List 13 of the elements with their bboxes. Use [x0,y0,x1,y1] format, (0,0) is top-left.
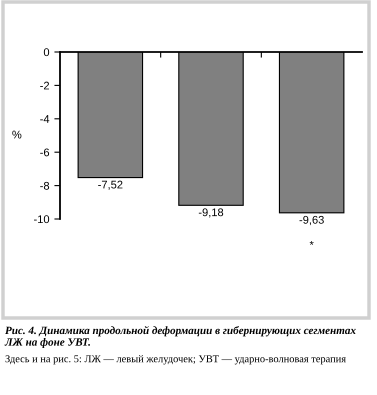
y-tick-label: -2 [40,82,50,90]
y-axis-title: % [12,130,22,138]
text: Здесь и на рис. 5: ЛЖ — левый желудочек; УВТ — ударно-волновая терапия [5,355,346,364]
y-tick-label: -10 [34,215,50,224]
annotation: * [310,241,314,245]
y-tick-label: -6 [40,148,50,156]
y-tick-label: 0 [44,48,50,56]
y-tick-label: -4 [40,115,50,123]
text: Рис. 4. Динамика продольной деформации в гибернирующих сегментах ЛЖ на фоне УВТ. [4,326,356,348]
y-tick-label: -8 [40,182,50,190]
data-label: -7,52 [98,180,122,190]
data-label: -9,18 [198,208,224,218]
data-label: -9,63 [300,216,324,226]
